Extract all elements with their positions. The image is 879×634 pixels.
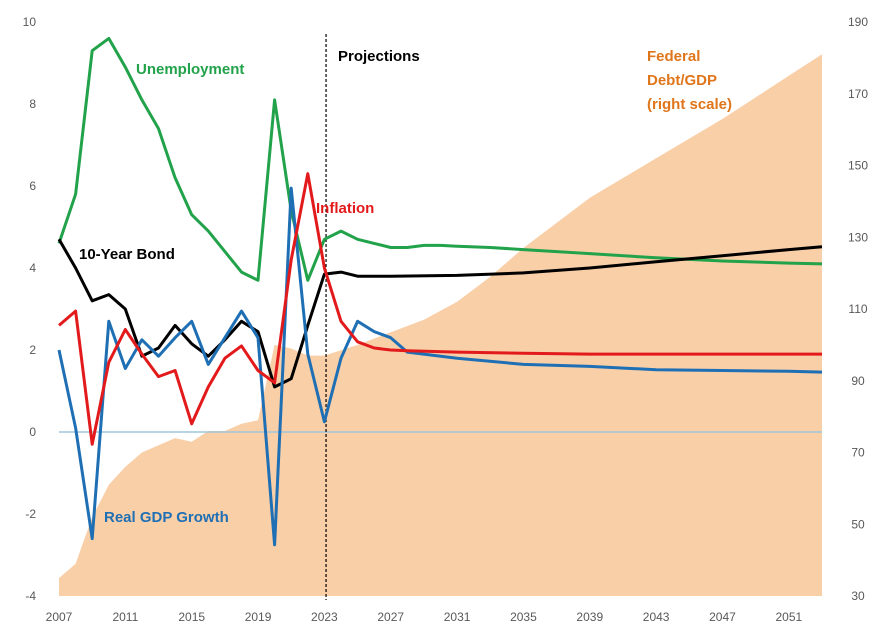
right-axis-tick: 130	[848, 230, 868, 244]
right-axis-tick: 30	[851, 589, 865, 603]
debt-to-gdp-area	[59, 54, 822, 597]
inflation-line	[58, 172, 822, 446]
unemployment-line	[57, 36, 823, 282]
left-axis-tick: 8	[29, 97, 36, 111]
x-axis-tick: 2019	[245, 610, 272, 624]
left-axis-tick: 2	[29, 343, 36, 357]
bond-label: 10-Year Bond	[79, 246, 175, 263]
inflation-label: Inflation	[316, 200, 374, 217]
debt-label-line2: Debt/GDP	[647, 72, 717, 89]
left-axis-tick: 10	[23, 15, 37, 29]
x-axis-tick: 2043	[643, 610, 670, 624]
left-axis-tick: 6	[29, 179, 36, 193]
x-axis-tick: 2023	[311, 610, 338, 624]
right-axis-tick: 170	[848, 87, 868, 101]
right-axis-tick: 50	[851, 517, 865, 531]
x-axis-tick: 2039	[576, 610, 603, 624]
left-axis-tick: -2	[25, 507, 36, 521]
right-axis-tick: 150	[848, 159, 868, 173]
left-axis-tick: -4	[25, 589, 36, 603]
left-axis-tick: 4	[29, 261, 36, 275]
right-axis-ticks: 30 50 70 90 110 130 150 170 190	[848, 15, 868, 603]
unemployment-label: Unemployment	[136, 61, 244, 78]
x-axis-tick: 2031	[444, 610, 471, 624]
debt-label-line3: (right scale)	[647, 96, 732, 113]
bond-yield-line	[57, 238, 823, 389]
x-axis-tick: 2051	[775, 610, 802, 624]
x-axis-tick: 2047	[709, 610, 736, 624]
right-axis-tick: 90	[851, 374, 865, 388]
x-axis-tick: 2015	[178, 610, 205, 624]
right-axis-tick: 110	[848, 302, 867, 316]
x-axis-ticks: 2007 2011 2015 2019 2023 2027 2031 2035 2039 2043…	[46, 610, 803, 624]
gdp-growth-label: Real GDP Growth	[104, 509, 229, 526]
real-gdp-growth-line	[57, 186, 823, 547]
x-axis-tick: 2027	[377, 610, 404, 624]
x-axis-tick: 2011	[112, 610, 138, 624]
left-axis-tick: 0	[29, 425, 36, 439]
x-axis-tick: 2007	[46, 610, 73, 624]
x-axis-tick: 2035	[510, 610, 537, 624]
debt-label-line1: Federal	[647, 48, 700, 65]
left-axis-ticks: -4 -2 0 2 4 6 8 10	[23, 15, 37, 603]
projections-label: Projections	[338, 48, 420, 65]
right-axis-tick: 70	[851, 446, 865, 460]
right-axis-tick: 190	[848, 15, 868, 29]
